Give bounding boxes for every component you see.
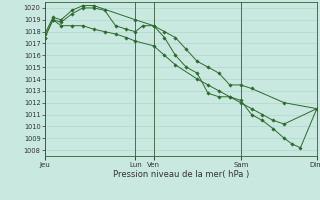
X-axis label: Pression niveau de la mer( hPa ): Pression niveau de la mer( hPa ) [113,170,249,179]
